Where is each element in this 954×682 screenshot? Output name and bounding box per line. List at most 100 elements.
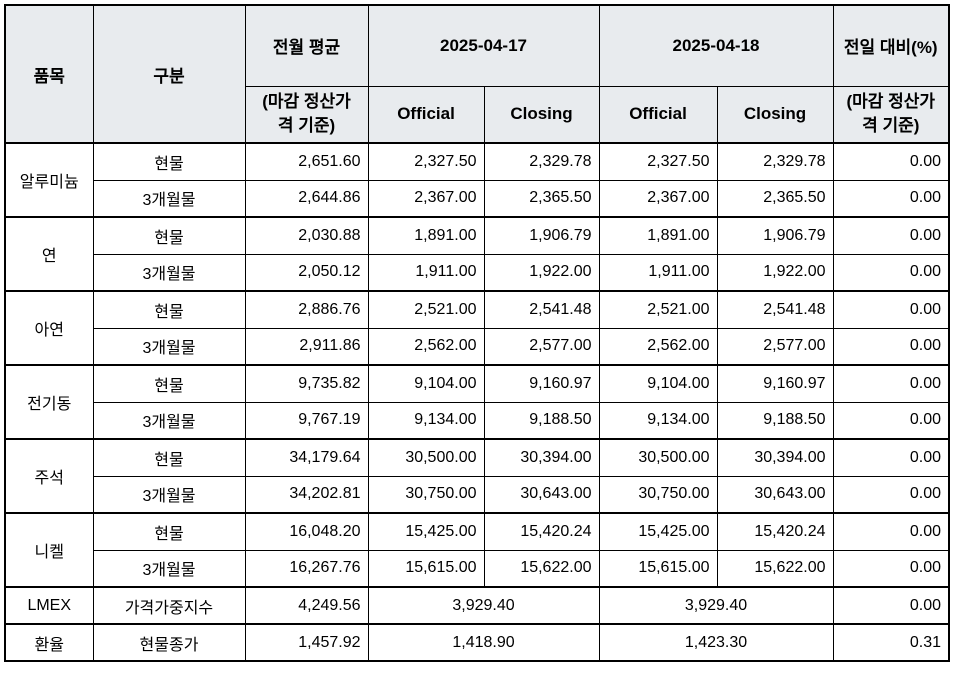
closing-2-cell: 15,622.00 xyxy=(716,549,834,588)
closing-1-cell: 15,622.00 xyxy=(483,549,600,588)
prev-avg-cell: 34,179.64 xyxy=(244,438,369,477)
dod-cell: 0.00 xyxy=(832,475,950,514)
dod-cell: 0.00 xyxy=(832,586,950,625)
category-cell: 3개월물 xyxy=(92,253,246,292)
table-row: 니켈 현물 16,048.20 15,425.00 15,420.24 15,4… xyxy=(4,512,950,588)
prev-avg-cell: 2,651.60 xyxy=(244,142,369,181)
official-1-cell: 30,500.00 xyxy=(367,438,485,477)
item-cell: 주석 xyxy=(4,438,94,514)
official-1-cell: 2,521.00 xyxy=(367,290,485,329)
official-2-cell: 1,911.00 xyxy=(598,253,718,292)
header-closing-1: Closing xyxy=(483,85,600,144)
official-2-cell: 2,327.50 xyxy=(598,142,718,181)
table-row: 아연 현물 2,886.76 2,521.00 2,541.48 2,521.0… xyxy=(4,290,950,366)
header-official-1: Official xyxy=(367,85,485,144)
item-cell: 아연 xyxy=(4,290,94,366)
header-prev-avg: 전월 평균 xyxy=(244,4,369,87)
item-cell: 연 xyxy=(4,216,94,292)
category-cell: 현물 xyxy=(92,438,246,477)
category-cell: 3개월물 xyxy=(92,179,246,218)
category-cell: 가격가중지수 xyxy=(92,586,246,625)
dod-cell: 0.00 xyxy=(832,216,950,255)
prev-avg-cell: 34,202.81 xyxy=(244,475,369,514)
date-2-merged-cell: 3,929.40 xyxy=(598,586,834,625)
dod-cell: 0.00 xyxy=(832,512,950,551)
prev-avg-cell: 9,735.82 xyxy=(244,364,369,403)
official-1-cell: 2,562.00 xyxy=(367,327,485,366)
category-cell: 현물 xyxy=(92,364,246,403)
official-1-cell: 9,134.00 xyxy=(367,401,485,440)
official-1-cell: 1,911.00 xyxy=(367,253,485,292)
dod-cell: 0.00 xyxy=(832,549,950,588)
header-prev-avg-sub-line2: 격 기준) xyxy=(277,116,336,136)
prev-avg-cell: 2,886.76 xyxy=(244,290,369,329)
closing-1-cell: 2,541.48 xyxy=(483,290,600,329)
category-cell: 3개월물 xyxy=(92,401,246,440)
official-1-cell: 2,327.50 xyxy=(367,142,485,181)
closing-1-cell: 2,577.00 xyxy=(483,327,600,366)
table-row: 3개월물 9,767.19 9,134.00 9,188.50 9,134.00… xyxy=(5,401,950,440)
category-cell: 현물 xyxy=(92,216,246,255)
header-dod-sub-line2: 격 기준) xyxy=(862,116,920,136)
dod-cell: 0.00 xyxy=(832,327,950,366)
official-2-cell: 15,425.00 xyxy=(598,512,718,551)
official-1-cell: 9,104.00 xyxy=(367,364,485,403)
prev-avg-cell: 16,048.20 xyxy=(244,512,369,551)
official-1-cell: 15,425.00 xyxy=(367,512,485,551)
official-2-cell: 2,521.00 xyxy=(598,290,718,329)
official-1-cell: 15,615.00 xyxy=(367,549,485,588)
official-1-cell: 30,750.00 xyxy=(367,475,485,514)
date-1-merged-cell: 1,418.90 xyxy=(367,623,600,662)
category-cell: 현물 xyxy=(92,142,246,181)
official-2-cell: 2,562.00 xyxy=(598,327,718,366)
prev-avg-cell: 2,050.12 xyxy=(244,253,369,292)
closing-2-cell: 2,365.50 xyxy=(716,179,834,218)
closing-2-cell: 1,922.00 xyxy=(716,253,834,292)
closing-2-cell: 30,643.00 xyxy=(716,475,834,514)
official-1-cell: 1,891.00 xyxy=(367,216,485,255)
header-dod-sub: (마감 정산가 격 기준) xyxy=(832,85,950,144)
category-cell: 3개월물 xyxy=(92,327,246,366)
table-row: 알루미늄 현물 2,651.60 2,327.50 2,329.78 2,327… xyxy=(4,142,950,218)
dod-cell: 0.00 xyxy=(832,364,950,403)
lme-price-table: 품목 구분 전월 평균 2025-04-17 2025-04-18 전일 대비(… xyxy=(4,4,950,662)
dod-cell: 0.00 xyxy=(832,253,950,292)
closing-1-cell: 30,643.00 xyxy=(483,475,600,514)
header-closing-2: Closing xyxy=(716,85,834,144)
table-row: 3개월물 2,050.12 1,911.00 1,922.00 1,911.00… xyxy=(5,253,950,292)
dod-cell: 0.00 xyxy=(832,179,950,218)
table-row: 전기동 현물 9,735.82 9,104.00 9,160.97 9,104.… xyxy=(4,364,950,440)
closing-2-cell: 30,394.00 xyxy=(716,438,834,477)
closing-1-cell: 15,420.24 xyxy=(483,512,600,551)
dod-cell: 0.31 xyxy=(832,623,950,662)
item-cell: 전기동 xyxy=(4,364,94,440)
closing-2-cell: 2,541.48 xyxy=(716,290,834,329)
dod-cell: 0.00 xyxy=(832,401,950,440)
official-2-cell: 30,500.00 xyxy=(598,438,718,477)
closing-1-cell: 1,922.00 xyxy=(483,253,600,292)
official-1-cell: 2,367.00 xyxy=(367,179,485,218)
prev-avg-cell: 2,911.86 xyxy=(244,327,369,366)
official-2-cell: 30,750.00 xyxy=(598,475,718,514)
dod-cell: 0.00 xyxy=(832,290,950,329)
closing-2-cell: 15,420.24 xyxy=(716,512,834,551)
category-cell: 3개월물 xyxy=(92,475,246,514)
category-cell: 현물 xyxy=(92,290,246,329)
official-2-cell: 1,891.00 xyxy=(598,216,718,255)
closing-2-cell: 1,906.79 xyxy=(716,216,834,255)
closing-1-cell: 1,906.79 xyxy=(483,216,600,255)
item-cell: 알루미늄 xyxy=(4,142,94,218)
header-category: 구분 xyxy=(92,4,246,144)
header-date-1: 2025-04-17 xyxy=(367,4,600,87)
header-dod: 전일 대비(%) xyxy=(832,4,950,87)
header-date-2: 2025-04-18 xyxy=(598,4,834,87)
closing-1-cell: 2,365.50 xyxy=(483,179,600,218)
table-row: 연 현물 2,030.88 1,891.00 1,906.79 1,891.00… xyxy=(4,216,950,292)
header-prev-avg-sub-line1: (마감 정산가 xyxy=(262,91,351,111)
category-cell: 3개월물 xyxy=(92,549,246,588)
item-cell: 니켈 xyxy=(4,512,94,588)
table-row: 3개월물 2,911.86 2,562.00 2,577.00 2,562.00… xyxy=(5,327,950,366)
table-row: 3개월물 16,267.76 15,615.00 15,622.00 15,61… xyxy=(5,549,950,588)
category-cell: 현물종가 xyxy=(92,623,246,662)
